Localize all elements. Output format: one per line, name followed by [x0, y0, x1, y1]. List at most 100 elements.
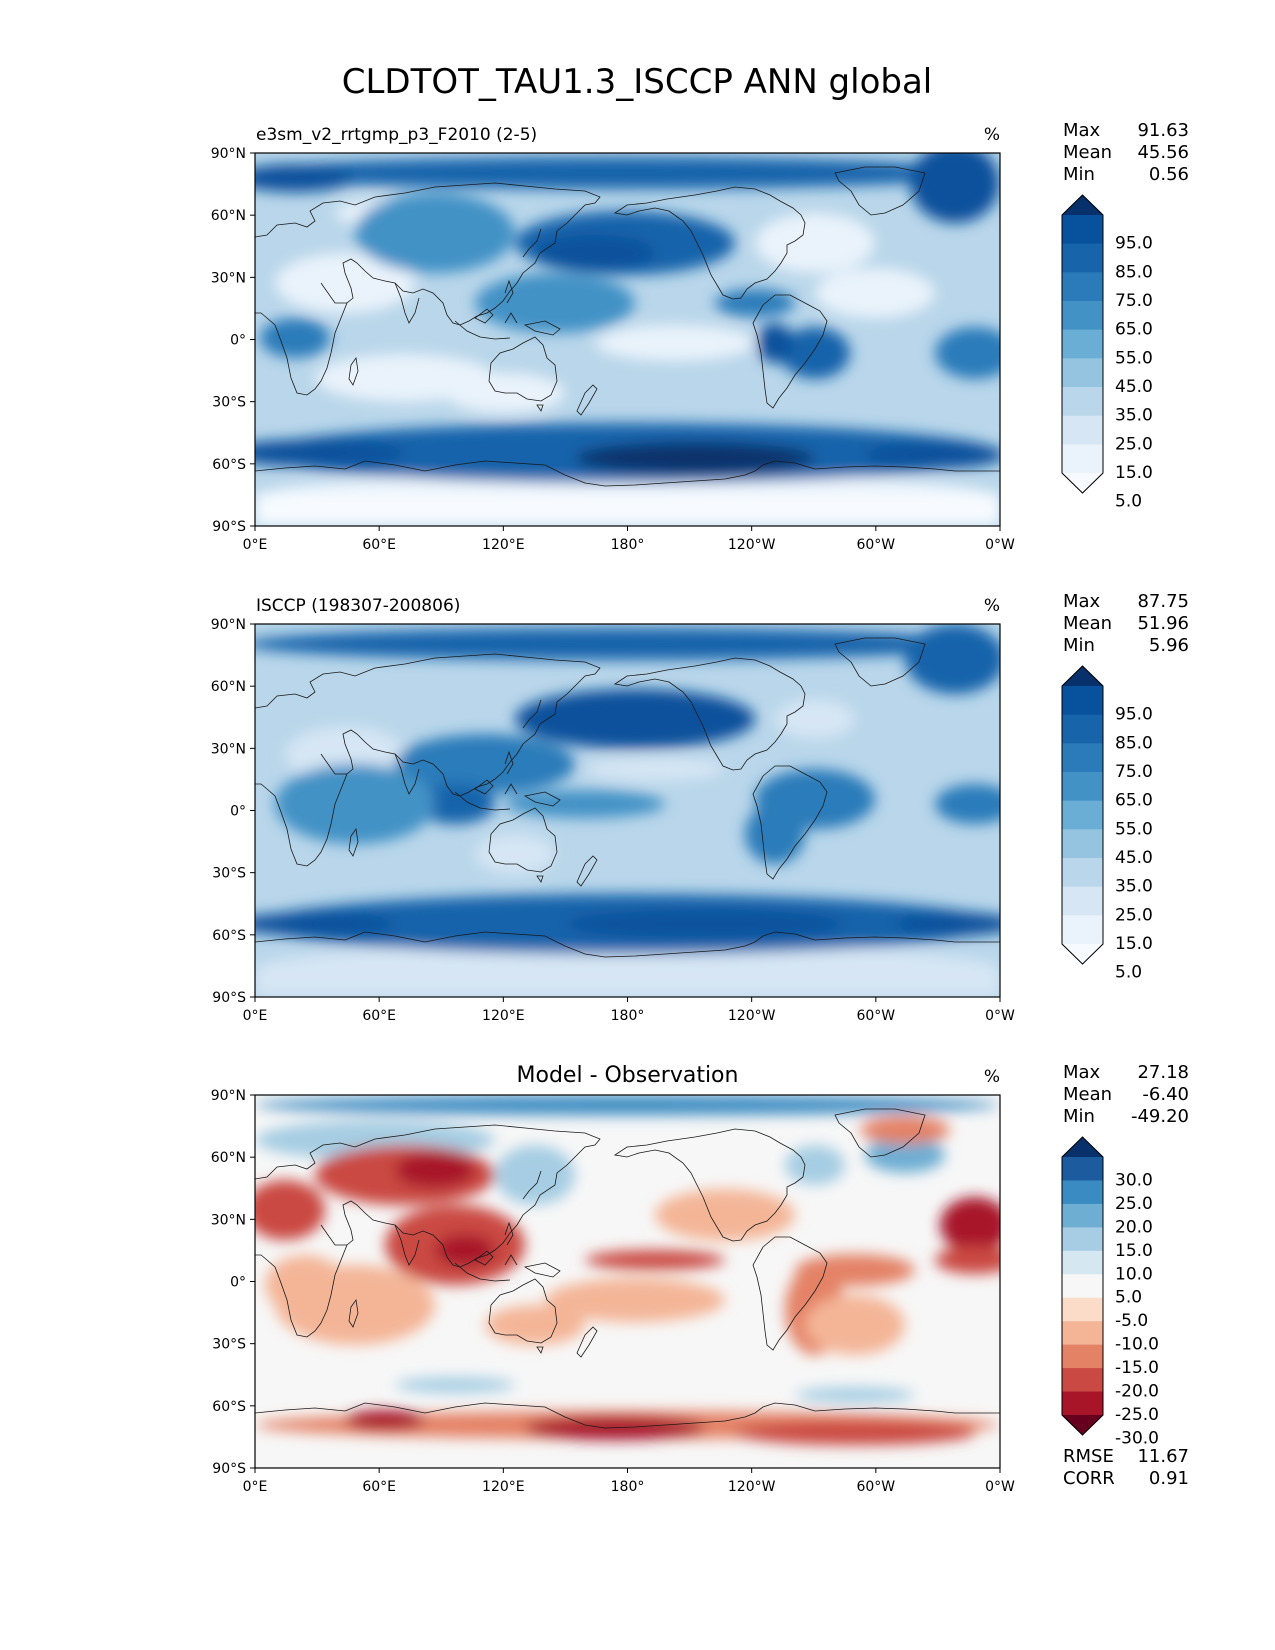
colorbar-extend-max	[1062, 666, 1103, 686]
colorbar-tick-label: 65.0	[1115, 320, 1153, 340]
colorbar-segment	[1062, 1321, 1103, 1346]
colorbar-segment	[1062, 329, 1103, 359]
colorbar-obs: 95.0 85.0 75.0 65.0 55.0 45.0 35.0 25.0 15.0 5.0	[1061, 665, 1153, 983]
colorbar-segment	[1062, 1344, 1103, 1369]
colorbar-tick-label: 45.0	[1115, 377, 1153, 397]
colorbar-segment	[1062, 358, 1103, 388]
lon-tick-label: 0°W	[985, 1479, 1015, 1495]
colorbar-tick-label: 5.0	[1115, 492, 1142, 512]
colorbar-tick-label: 75.0	[1115, 291, 1153, 311]
stat-label: Min	[1063, 164, 1095, 185]
lon-tick-label: 120°E	[482, 1479, 525, 1495]
lat-tick-label: 30°N	[211, 1212, 246, 1228]
colorbar-outline	[1061, 194, 1104, 494]
colorbar-segment	[1062, 1157, 1103, 1181]
colorbar-segment	[1062, 1368, 1103, 1393]
lat-tick-label: 60°N	[211, 679, 246, 695]
stat-value: 91.63	[1137, 120, 1189, 141]
colorbar-segment	[1062, 301, 1103, 331]
lat-tick-label: 90°S	[212, 990, 246, 1006]
colorbar-tick-label: 45.0	[1115, 848, 1153, 868]
lon-tick-label: 180°	[611, 1008, 645, 1024]
colorbar-segment	[1062, 387, 1103, 417]
colorbar-extend-max	[1062, 1137, 1103, 1157]
colorbar-tick-label: -5.0	[1115, 1311, 1148, 1331]
colorbar-tick-label: 5.0	[1115, 1288, 1142, 1308]
lon-tick-label: 0°E	[243, 537, 268, 553]
panel-units: %	[984, 1067, 1000, 1087]
lat-tick-label: 90°N	[211, 617, 246, 633]
colorbar-segment	[1062, 1391, 1103, 1416]
colorbar-segment	[1062, 1297, 1103, 1322]
colorbar-outline	[1061, 665, 1104, 965]
colorbar-tick-label: 85.0	[1115, 733, 1153, 753]
colorbar-segment	[1062, 829, 1103, 859]
lat-tick-label: 60°S	[212, 1399, 246, 1415]
lat-tick-label: 90°S	[212, 1461, 246, 1477]
colorbar-tick-label: 10.0	[1115, 1264, 1153, 1284]
colorbar-tick-label: 15.0	[1115, 463, 1153, 483]
colorbar-tick-label: -25.0	[1115, 1405, 1159, 1425]
panel-title-left: e3sm_v2_rrtgmp_p3_F2010 (2-5)	[256, 125, 537, 145]
lon-tick-label: 180°	[611, 1479, 645, 1495]
lat-tick-label: 30°N	[211, 270, 246, 286]
footer-stat-label: CORR	[1063, 1468, 1115, 1489]
colorbar-tick-label: 15.0	[1115, 1241, 1153, 1261]
lon-tick-label: 120°E	[482, 537, 525, 553]
colorbar-tick-label: 25.0	[1115, 905, 1153, 925]
lat-tick-label: 60°S	[212, 457, 246, 473]
stat-value: 0.56	[1149, 164, 1189, 185]
stat-value: -6.40	[1142, 1084, 1189, 1105]
panel-title-center: Model - Observation	[517, 1063, 739, 1088]
colorbar-tick-label: 15.0	[1115, 934, 1153, 954]
stat-label: Max	[1063, 591, 1101, 612]
colorbar-tick-label: -10.0	[1115, 1335, 1159, 1355]
colorbar-segment	[1062, 272, 1103, 302]
stat-label: Mean	[1063, 1084, 1112, 1105]
colorbar-tick-label: -30.0	[1115, 1428, 1159, 1448]
lat-tick-label: 0°	[230, 1275, 246, 1291]
colorbar-tick-label: 25.0	[1115, 1194, 1153, 1214]
colorbar-segment	[1062, 1227, 1103, 1252]
footer-stat-value: 11.67	[1137, 1446, 1189, 1467]
stat-value: 45.56	[1137, 142, 1189, 163]
colorbar-tick-label: 30.0	[1115, 1170, 1153, 1190]
colorbar-tick-label: 85.0	[1115, 262, 1153, 282]
colorbar-diff: 30.0 25.0 20.0 15.0 10.0 5.0 -5.0 -10.0 -15.0 -20…	[1061, 1136, 1159, 1448]
lat-tick-label: 30°S	[212, 866, 246, 882]
stat-label: Min	[1063, 1106, 1095, 1127]
lon-tick-label: 60°E	[362, 1479, 396, 1495]
lat-tick-label: 60°N	[211, 208, 246, 224]
colorbar-segment	[1062, 444, 1103, 474]
colorbar-segment	[1062, 772, 1103, 802]
colorbar-segment	[1062, 215, 1103, 245]
colorbar-outline	[1061, 1136, 1104, 1436]
lon-tick-label: 120°E	[482, 1008, 525, 1024]
colorbar-tick-label: 20.0	[1115, 1217, 1153, 1237]
stat-value: 5.96	[1149, 635, 1189, 656]
lon-tick-label: 60°E	[362, 1008, 396, 1024]
colorbar-segment	[1062, 1274, 1103, 1299]
lat-tick-label: 30°S	[212, 395, 246, 411]
lon-tick-label: 60°W	[856, 1008, 895, 1024]
stat-value: -49.20	[1131, 1106, 1189, 1127]
colorbar-segment	[1062, 858, 1103, 888]
footer-stat-label: RMSE	[1063, 1446, 1114, 1467]
colorbar-segment	[1062, 243, 1103, 273]
colorbar-segment	[1062, 743, 1103, 773]
colorbar-model: 95.0 85.0 75.0 65.0 55.0 45.0 35.0 25.0 15.0 5.0	[1061, 194, 1153, 512]
colorbar-extend-min	[1062, 473, 1103, 493]
lon-tick-label: 120°W	[728, 1479, 776, 1495]
colorbar-segment	[1062, 915, 1103, 945]
colorbar-tick-label: 35.0	[1115, 406, 1153, 426]
lat-tick-label: 0°	[230, 333, 246, 349]
colorbar-tick-label: 65.0	[1115, 791, 1153, 811]
colorbar-extend-min	[1062, 1415, 1103, 1435]
lon-tick-label: 120°W	[728, 537, 776, 553]
colorbar-segment	[1062, 1250, 1103, 1275]
lon-tick-label: 0°E	[243, 1479, 268, 1495]
lat-tick-label: 60°S	[212, 928, 246, 944]
panel-units: %	[984, 596, 1000, 616]
colorbar-tick-label: 5.0	[1115, 963, 1142, 983]
